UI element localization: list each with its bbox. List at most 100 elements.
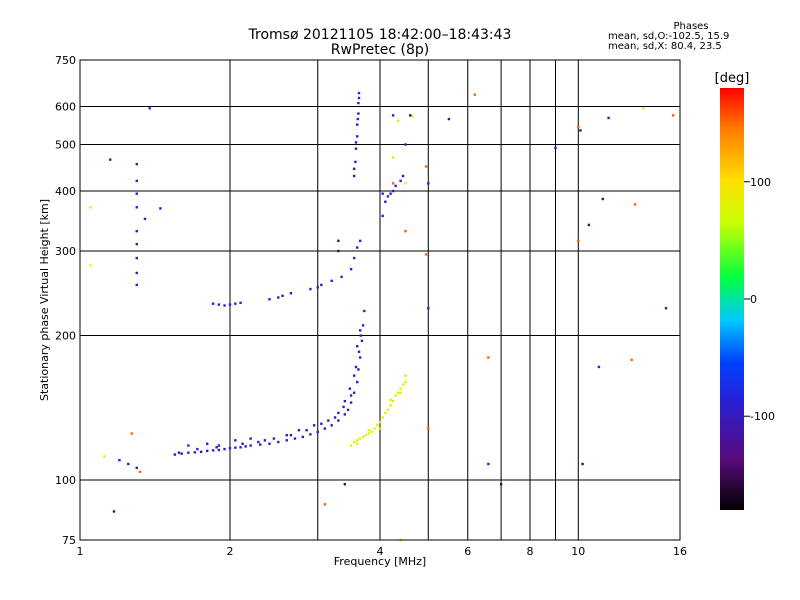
data-point (263, 439, 267, 442)
data-point (180, 452, 183, 455)
data-points (89, 91, 675, 542)
data-point (215, 446, 218, 449)
x-axis-ticks: 1 2 4 6 8 10 16 (77, 545, 688, 558)
y-tick-label: 75 (62, 534, 76, 547)
data-point (577, 125, 580, 128)
data-point (249, 437, 252, 440)
data-point (630, 358, 633, 362)
grid-lines (80, 60, 680, 540)
y-tick-label: 500 (55, 139, 76, 152)
data-point (135, 271, 138, 275)
colorbar-tick-label: 100 (750, 176, 771, 189)
data-point (381, 416, 384, 419)
data-point (343, 483, 347, 486)
data-point (399, 179, 402, 183)
data-point (228, 446, 232, 450)
chart-title-line2: RwPretec (8p) (330, 42, 430, 58)
data-point (244, 445, 247, 448)
data-point (312, 424, 316, 427)
data-point (223, 447, 226, 451)
data-point (135, 229, 138, 233)
data-point (127, 462, 130, 466)
data-point (135, 256, 138, 260)
chart-title-line1: Tromsø 20121105 18:42:00–18:43:43 (248, 27, 512, 43)
data-point (361, 435, 365, 439)
data-point (409, 114, 412, 117)
data-point (378, 420, 382, 424)
data-point (357, 91, 361, 95)
x-tick-label: 16 (673, 545, 687, 558)
data-point (352, 374, 356, 377)
data-point (487, 356, 490, 359)
x-axis-label: Frequency [MHz] (334, 555, 426, 568)
data-point (577, 239, 580, 243)
data-point (404, 229, 407, 233)
data-point (581, 462, 584, 466)
data-point (354, 147, 358, 150)
data-point (320, 283, 323, 287)
data-point (89, 206, 92, 209)
data-point (360, 339, 364, 343)
y-tick-label: 600 (55, 101, 76, 114)
data-point (135, 466, 138, 470)
data-point (352, 256, 356, 260)
data-point (579, 129, 582, 132)
data-point (211, 302, 215, 305)
data-point (355, 345, 359, 348)
data-point (159, 207, 162, 210)
data-point (370, 430, 373, 434)
data-point (384, 411, 387, 415)
data-point (205, 442, 209, 445)
data-point (349, 444, 353, 447)
data-point (268, 442, 271, 445)
data-point (447, 117, 451, 121)
colorbar-tick-label: 0 (750, 293, 757, 306)
data-point (337, 249, 340, 253)
data-point (399, 387, 402, 390)
data-point (148, 107, 151, 110)
data-point (285, 433, 288, 437)
data-point (272, 437, 276, 440)
data-point (211, 449, 215, 452)
data-point (130, 432, 133, 435)
y-axis-ticks: 75 100 200 300 400 500 600 750 (55, 54, 76, 547)
data-point (257, 440, 260, 444)
data-point (348, 387, 352, 390)
y-tick-label: 100 (55, 474, 76, 487)
data-point (554, 146, 557, 150)
colorbar-label: [deg] (715, 71, 750, 86)
data-point (285, 439, 288, 442)
x-tick-label: 8 (527, 545, 534, 558)
data-point (337, 411, 340, 415)
data-point (349, 401, 353, 404)
data-point (389, 192, 392, 195)
data-point (320, 422, 323, 425)
data-point (389, 398, 392, 401)
data-point (301, 435, 305, 439)
data-point (499, 483, 503, 486)
data-point (349, 267, 353, 271)
colorbar-tick-label: -100 (750, 410, 775, 423)
data-point (293, 437, 297, 440)
x-tick-label: 1 (77, 545, 84, 558)
data-point (352, 440, 356, 444)
data-point (352, 174, 356, 178)
data-point (281, 294, 284, 297)
data-point (323, 427, 327, 430)
data-point (357, 350, 361, 353)
data-point (355, 246, 359, 249)
data-point (217, 303, 221, 306)
phases-header: Phases (673, 21, 709, 32)
data-point (309, 433, 312, 436)
data-point (316, 430, 319, 434)
data-point (343, 399, 347, 403)
data-point (597, 365, 601, 369)
data-point (187, 451, 190, 454)
x-tick-label: 6 (464, 545, 471, 558)
data-point (473, 93, 477, 96)
data-point (135, 179, 138, 183)
data-point (411, 115, 414, 118)
phases-o-line: mean, sd,O:-102.5, 15.9 (608, 31, 730, 42)
data-point (404, 374, 407, 377)
